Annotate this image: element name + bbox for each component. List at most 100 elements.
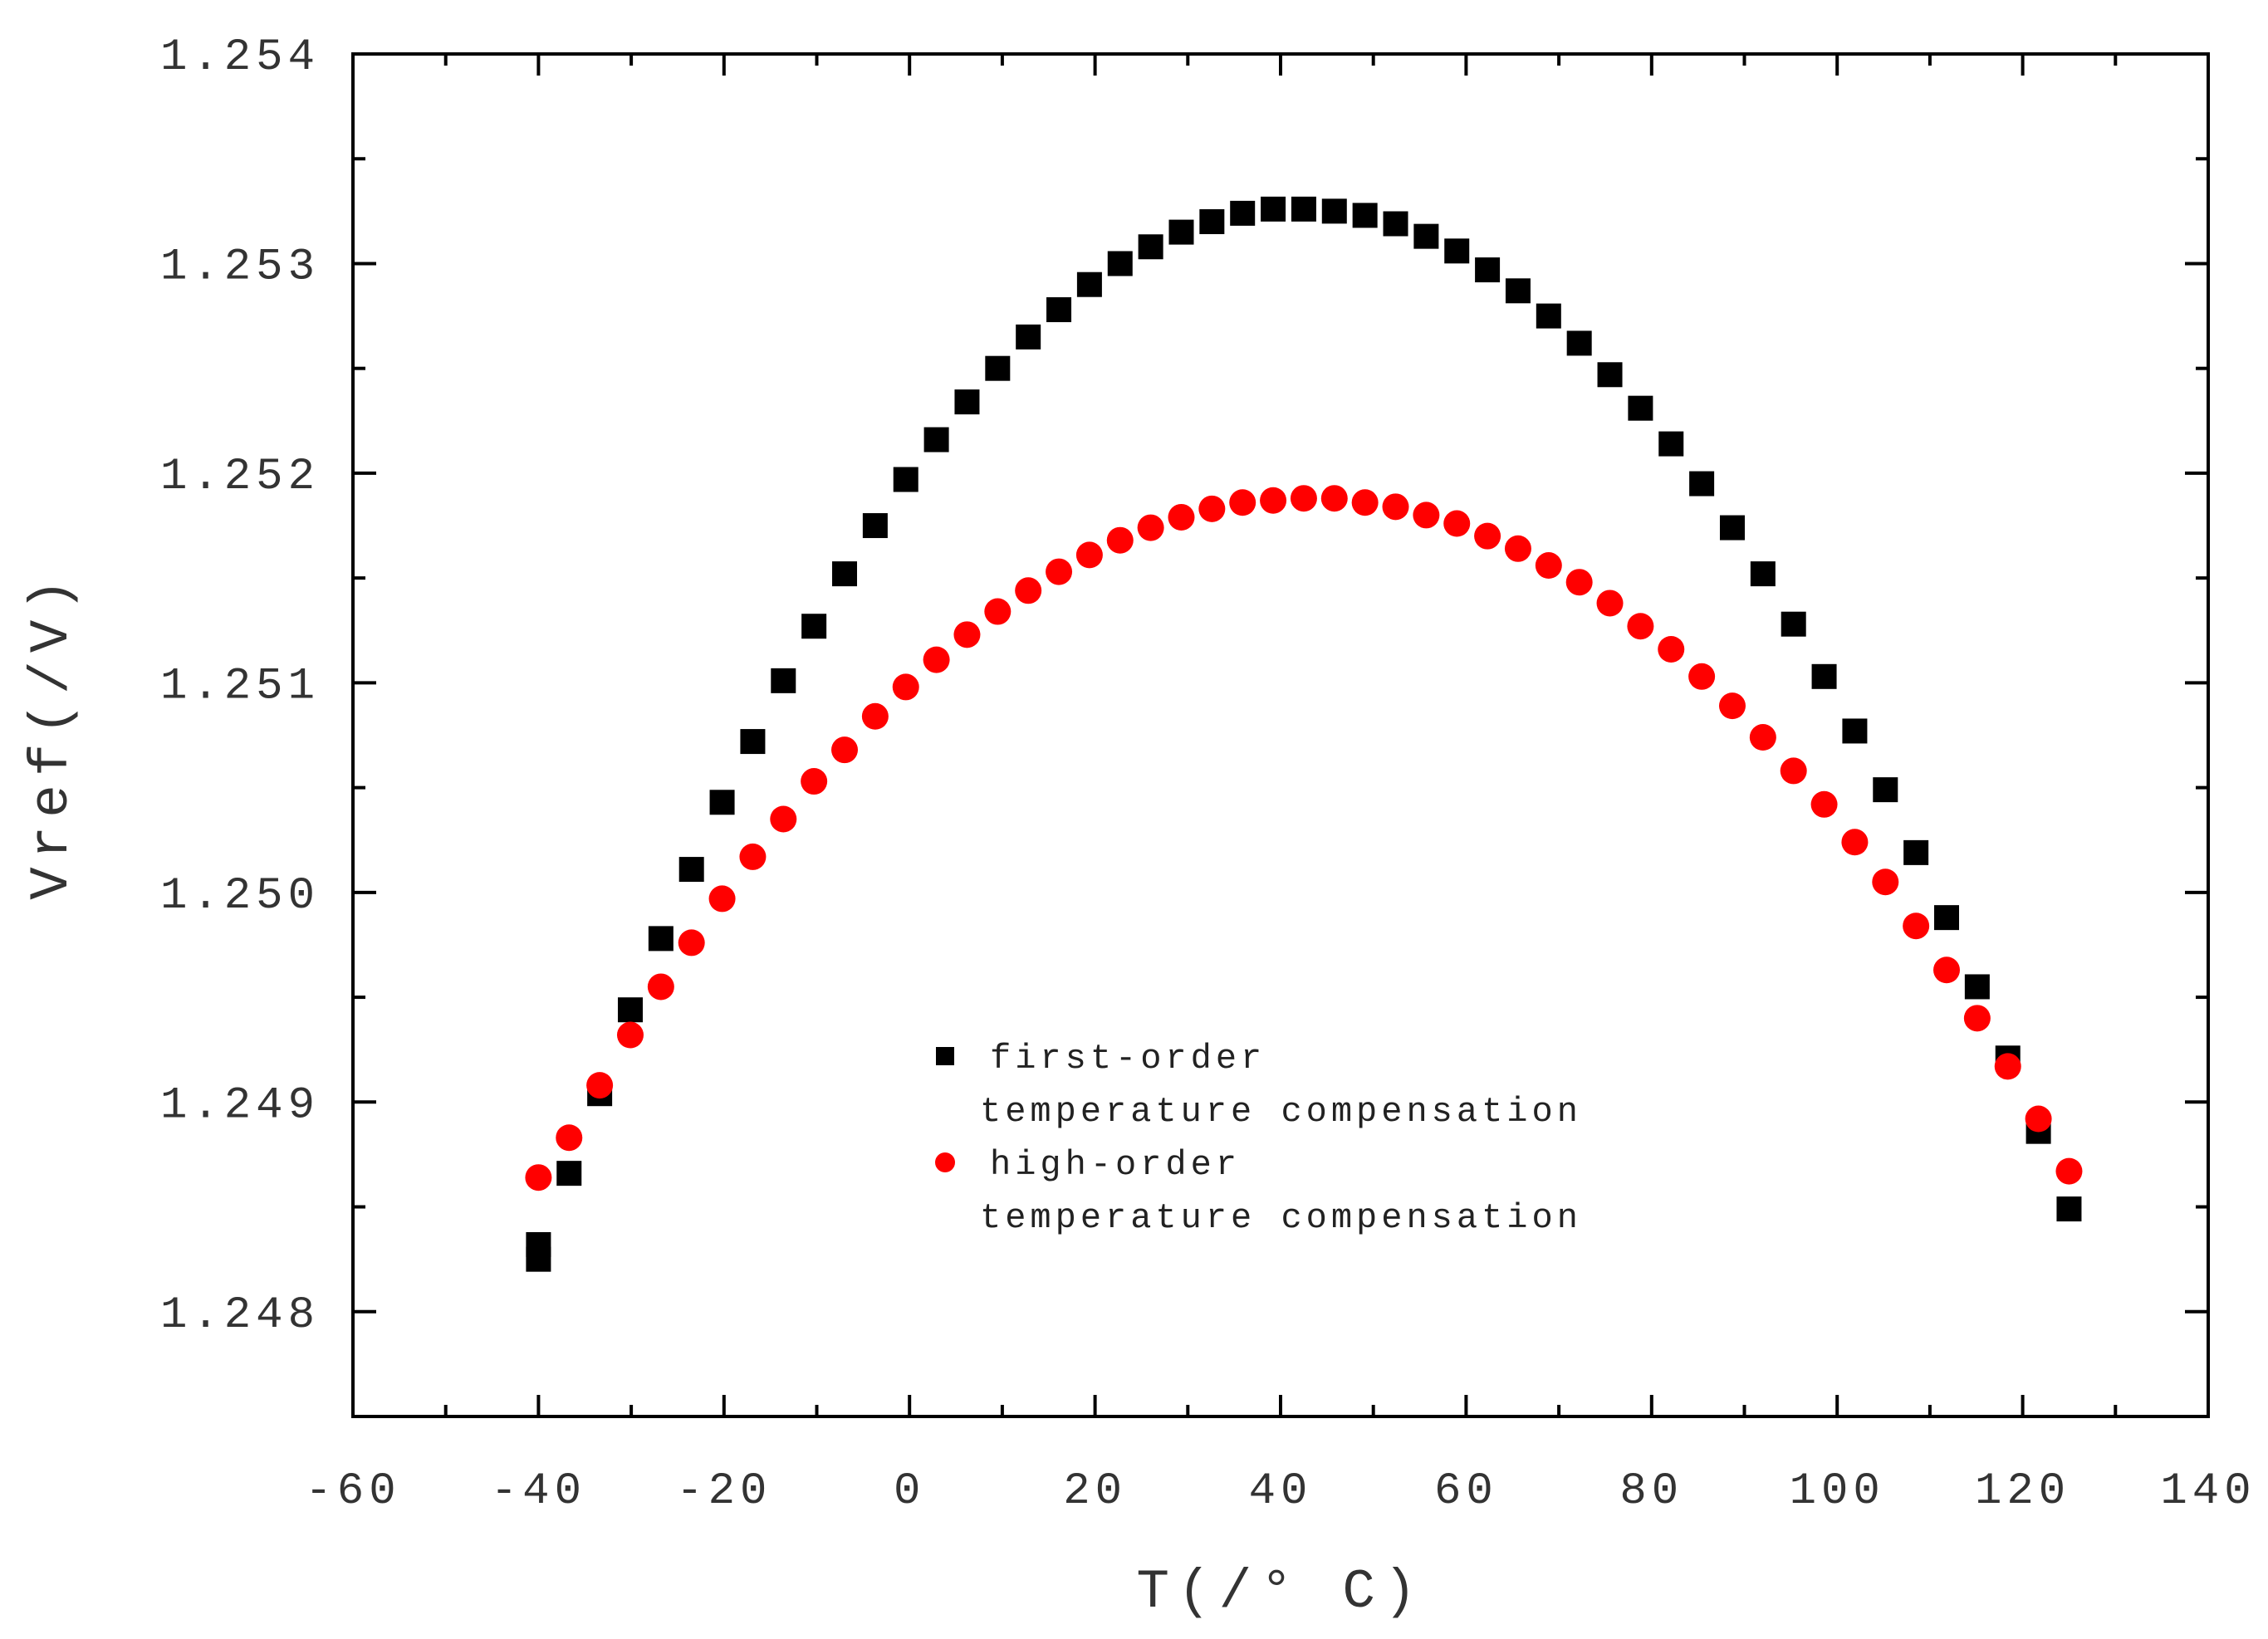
x-tick-label: 40	[1249, 1466, 1313, 1517]
data-point-square	[1719, 515, 1745, 541]
series-layer	[525, 196, 2083, 1272]
data-point-circle	[1474, 522, 1501, 550]
data-point-square	[1138, 234, 1163, 260]
x-axis-ticks: -60 -40 -20 0 20 40 60 80 100 120 140	[305, 54, 2251, 1517]
data-point-square	[1781, 611, 1806, 637]
data-point-square	[1689, 471, 1715, 497]
data-point-circle	[1718, 692, 1746, 720]
data-point-square	[2056, 1196, 2082, 1222]
data-point-square	[1261, 196, 1286, 222]
legend-label-line2: temperature compensation	[980, 1092, 1582, 1132]
legend-label-line1: first-order	[990, 1039, 1266, 1079]
data-point-square	[1964, 974, 1990, 1000]
data-point-circle	[1535, 552, 1562, 580]
data-point-circle	[1658, 635, 1685, 663]
data-point-square	[740, 729, 766, 755]
y-tick-label: 1.250	[160, 871, 320, 922]
data-point-square	[1903, 839, 1929, 865]
data-point-circle	[2025, 1105, 2052, 1133]
data-point-circle	[1749, 724, 1776, 751]
y-tick-label: 1.248	[160, 1290, 320, 1341]
series-high-order	[525, 485, 2083, 1191]
data-point-square	[1873, 777, 1898, 803]
y-tick-label: 1.249	[160, 1080, 320, 1131]
data-point-circle	[1046, 558, 1073, 585]
data-point-square	[1628, 395, 1653, 421]
data-point-square	[832, 561, 858, 587]
data-point-circle	[708, 885, 736, 912]
y-axis-label: Vref(/V)	[21, 570, 83, 900]
data-point-square	[1016, 324, 1041, 350]
x-tick-label: 120	[1975, 1466, 2070, 1517]
data-point-square	[1475, 257, 1501, 283]
data-point-square	[1566, 330, 1592, 356]
data-point-circle	[1382, 493, 1409, 521]
data-point-square	[1413, 223, 1439, 249]
data-point-circle	[1015, 577, 1042, 604]
data-point-circle	[1933, 956, 1961, 984]
data-point-circle	[1963, 1005, 1991, 1032]
data-point-square	[648, 926, 674, 952]
data-point-circle	[1565, 569, 1593, 596]
legend-marker-circle	[935, 1152, 955, 1172]
data-point-circle	[525, 1164, 552, 1191]
data-point-square	[862, 513, 888, 539]
y-tick-label: 1.252	[160, 452, 320, 502]
data-point-square	[1352, 203, 1378, 228]
data-point-circle	[1841, 829, 1869, 856]
data-point-square	[1199, 208, 1225, 234]
data-point-circle	[586, 1072, 614, 1099]
data-point-circle	[1994, 1053, 2021, 1080]
x-tick-label: -40	[491, 1466, 586, 1517]
data-point-square	[893, 467, 918, 492]
data-point-square	[1107, 251, 1133, 276]
data-point-square	[923, 427, 949, 453]
data-point-square	[1321, 198, 1347, 224]
data-point-square	[1230, 200, 1256, 226]
data-point-square	[1046, 297, 1072, 323]
data-point-circle	[1168, 503, 1195, 531]
data-point-square	[1597, 362, 1623, 388]
data-point-circle	[953, 621, 981, 648]
series-first-order	[526, 196, 2082, 1272]
data-point-square	[1658, 431, 1684, 457]
data-point-circle	[1903, 912, 1930, 940]
data-point-square	[556, 1161, 582, 1186]
y-tick-label: 1.251	[160, 661, 320, 712]
data-point-circle	[678, 929, 705, 956]
legend-label-line1: high-order	[990, 1145, 1241, 1185]
x-tick-label: 100	[1790, 1466, 1885, 1517]
data-point-square	[1291, 196, 1316, 222]
data-point-square	[1444, 238, 1470, 264]
data-point-square	[1076, 272, 1102, 297]
data-point-circle	[770, 805, 797, 833]
x-tick-label: 0	[894, 1466, 925, 1517]
data-point-circle	[1780, 757, 1807, 785]
data-point-circle	[1320, 485, 1348, 512]
data-point-square	[771, 668, 796, 693]
data-point-circle	[739, 843, 767, 870]
data-point-circle	[1688, 663, 1716, 690]
y-axis-ticks: 1.248 1.249 1.250 1.251 1.252 1.253 1.254	[160, 32, 2208, 1341]
data-point-circle	[1351, 489, 1379, 516]
y-tick-label: 1.254	[160, 32, 320, 83]
data-point-circle	[1198, 495, 1226, 522]
data-point-square	[985, 355, 1011, 381]
data-point-square	[526, 1231, 551, 1257]
x-tick-label: 20	[1063, 1466, 1127, 1517]
data-point-circle	[831, 736, 859, 764]
data-point-square	[1168, 219, 1194, 245]
data-point-square	[678, 857, 704, 883]
data-point-circle	[892, 673, 919, 701]
data-point-square	[1505, 278, 1531, 304]
data-point-circle	[923, 646, 950, 673]
data-point-circle	[861, 702, 889, 730]
data-point-square	[1383, 211, 1408, 237]
data-point-circle	[1075, 541, 1103, 569]
x-axis-label: T(/° C)	[1136, 1561, 1424, 1623]
data-point-square	[954, 389, 980, 415]
data-point-circle	[1290, 485, 1317, 512]
legend: first-order temperature compensation high-…	[935, 1039, 1582, 1238]
legend-label-line2: temperature compensation	[980, 1198, 1582, 1238]
